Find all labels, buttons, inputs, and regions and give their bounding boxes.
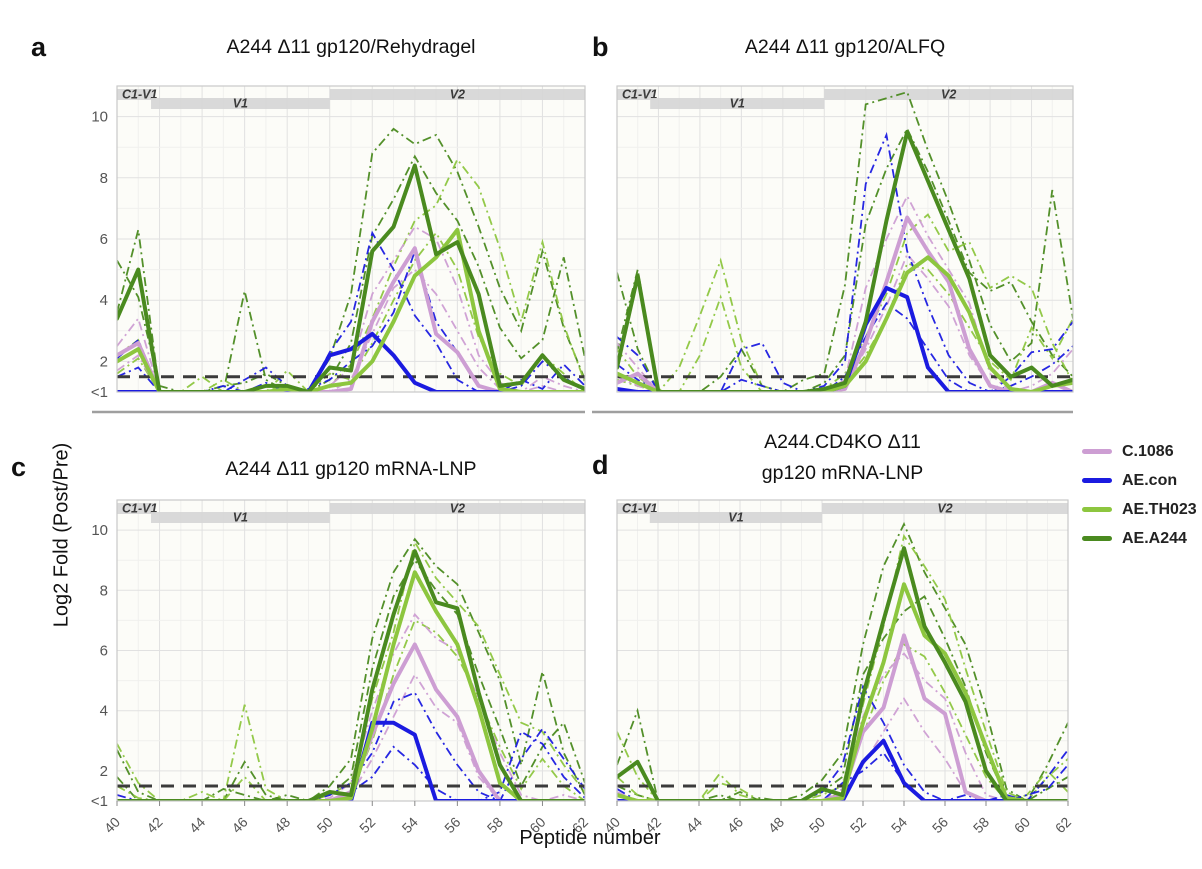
panel-title-b: A244 Δ11 gp120/ALFQ [744,36,946,58]
region-bar-V1 [151,98,330,109]
region-label-V1: V1 [730,97,745,111]
region-bar-V1 [650,98,825,109]
series-line-AE.TH023 [117,570,585,801]
region-label-V2: V2 [937,502,952,516]
replicate-line-AE.con [617,684,1068,801]
plot-border [616,85,1074,393]
legend-label: AE.con [1122,471,1178,489]
region-label-C1-V1: C1-V1 [122,88,157,102]
y-tick-label: <1 [91,384,108,401]
replicate-line-AE.A244 [117,558,585,801]
panel-title-c: A244 Δ11 gp120 mRNA-LNP [225,458,477,480]
series-line-AE.A244 [617,546,1068,801]
y-tick-label: 6 [100,643,108,660]
series-line-AE.TH023 [117,227,585,392]
y-tick-label: 10 [91,109,108,126]
region-bar-V2 [824,89,1073,100]
replicate-line-AE.TH023 [117,231,585,392]
legend-label: AE.A244 [1122,529,1187,547]
legend: C.1086 AE.con AE.TH023 AE.A244 [1082,437,1197,553]
panel-letter-c: c [11,452,27,482]
replicate-line-AE.A244 [617,126,1073,392]
legend-label: C.1086 [1122,442,1174,460]
y-tick-label: 4 [100,703,108,720]
replicate-line-AE.A244 [117,127,585,392]
region-label-C1-V1: C1-V1 [622,502,657,516]
legend-item: C.1086 [1082,437,1197,466]
gridlines [616,500,1069,801]
region-bar-C1-V1 [617,89,655,100]
legend-item: AE.con [1082,466,1197,495]
plot-border [616,499,1069,802]
legend-swatch-aeth023 [1082,507,1112,512]
region-bar-C1-V1 [117,89,156,100]
region-label-C1-V1: C1-V1 [122,502,157,516]
y-tick-label: 2 [100,353,108,370]
region-bar-V1 [649,512,822,523]
region-label-C1-V1: C1-V1 [622,88,657,102]
gridlines [116,86,586,392]
panel-letter-b: b [592,32,609,62]
region-label-V1: V1 [233,97,248,111]
replicate-line-AE.TH023 [117,539,585,801]
y-tick-label: 10 [91,522,108,539]
replicate-line-AE.TH023 [117,619,585,801]
series-line-AE.TH023 [617,582,1068,801]
panel-plot-a: C1-V1 V1 V2 <1 2 4 6 8 10 [91,85,586,414]
legend-item: AE.TH023 [1082,495,1197,524]
region-bar-V2 [822,503,1068,514]
region-label-V2: V2 [450,502,465,516]
panel-title-a: A244 Δ11 gp120/Rehydragel [226,36,476,58]
legend-swatch-c1086 [1082,449,1112,454]
y-tick-label: 8 [100,582,108,599]
series-line-AE.TH023 [617,255,1073,392]
region-bar-V2 [329,89,585,100]
y-tick-label: 2 [100,763,108,780]
legend-label: AE.TH023 [1122,500,1197,518]
series-line-C.1086 [617,215,1073,392]
replicate-line-AE.A244 [617,91,1073,392]
region-label-V2: V2 [450,88,465,102]
legend-swatch-aecon [1082,478,1112,483]
region-bar-C1-V1 [117,503,156,514]
region-label-V1: V1 [233,511,248,525]
series-line-AE.con [117,331,585,392]
series-line-AE.A244 [117,549,585,801]
replicate-line-C.1086 [117,612,585,801]
panel-letter-a: a [31,32,47,62]
series-line-C.1086 [117,246,585,392]
region-label-V2: V2 [941,88,956,102]
legend-item: AE.A244 [1082,524,1197,553]
panel-title-d: A244.CD4KO Δ11 gp120 mRNA-LNP [761,431,924,485]
region-bar-V2 [329,503,585,514]
y-tick-label: 8 [100,170,108,187]
replicate-line-AE.con [117,230,585,392]
y-axis-label: Log2 Fold (Post/Pre) [50,442,73,628]
y-tick-label: 4 [100,292,108,309]
panel-letter-d: d [592,450,609,480]
plot-border [116,85,586,393]
legend-swatch-aea244 [1082,536,1112,541]
series-line-AE.A244 [117,163,585,392]
region-bar-C1-V1 [617,503,654,514]
y-tick-label: 6 [100,231,108,248]
replicate-line-AE.TH023 [617,213,1073,392]
series-line-AE.A244 [617,129,1073,392]
replicate-line-AE.con [617,751,1068,801]
y-tick-label: <1 [91,793,108,810]
x-axis-label: Peptide number [519,827,661,849]
region-label-V1: V1 [728,511,743,525]
replicate-line-AE.A244 [117,537,585,801]
region-bar-V1 [151,512,330,523]
panel-plot-b: C1-V1 V1 V2 [592,85,1074,414]
plot-border [116,499,586,802]
